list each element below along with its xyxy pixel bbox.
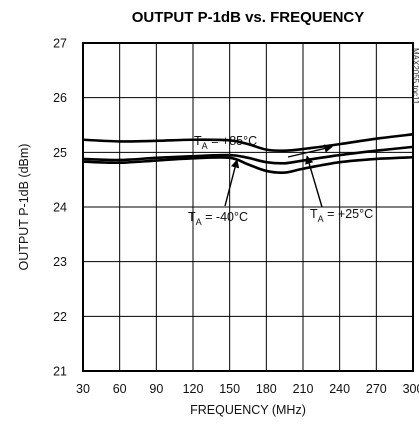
y-tick-label: 27 [53, 37, 67, 51]
x-tick-label: 90 [149, 382, 163, 396]
y-axis-label: OUTPUT P-1dB (dBm) [17, 144, 31, 271]
x-tick-label: 240 [329, 382, 350, 396]
annotations: TA = +85°C TA = +25°C TA = -40°C [188, 134, 373, 227]
series-label-arrow-1 [305, 155, 323, 208]
x-tick-label: 30 [76, 382, 90, 396]
x-tick-label: 120 [183, 382, 204, 396]
y-tick-label: 26 [53, 91, 67, 105]
series-line-0 [82, 133, 414, 153]
x-tick-label: 300 [403, 382, 419, 396]
document-id: MAX2055 toc11 [411, 48, 419, 105]
x-tick-label: 210 [293, 382, 314, 396]
x-axis-label: FREQUENCY (MHz) [190, 403, 306, 417]
series-label-1: TA = +25°C [310, 207, 373, 224]
x-tick-labels: 30 60 90 120 150 180 210 240 270 300 [76, 382, 419, 396]
y-tick-label: 24 [53, 201, 67, 215]
series-line-1 [82, 145, 414, 165]
plot-frame [82, 42, 414, 372]
chart-title: OUTPUT P-1dB vs. FREQUENCY [132, 9, 365, 26]
x-tick-label: 180 [256, 382, 277, 396]
series-group [82, 133, 414, 174]
x-tick-label: 150 [219, 382, 240, 396]
y-tick-label: 25 [53, 146, 67, 160]
grid [83, 43, 413, 371]
x-tick-label: 60 [113, 382, 127, 396]
series-line-2 [82, 155, 414, 174]
x-tick-label: 270 [366, 382, 387, 396]
series-label-arrow-0 [287, 144, 333, 158]
series-label-arrow-2 [224, 159, 240, 207]
y-tick-labels: 21 22 23 24 25 26 27 [53, 37, 67, 379]
y-tick-label: 22 [53, 310, 67, 324]
y-tick-label: 21 [53, 365, 67, 379]
series-label-2: TA = -40°C [188, 210, 248, 227]
series-label-0: TA = +85°C [194, 134, 257, 151]
y-tick-label: 23 [53, 255, 67, 269]
